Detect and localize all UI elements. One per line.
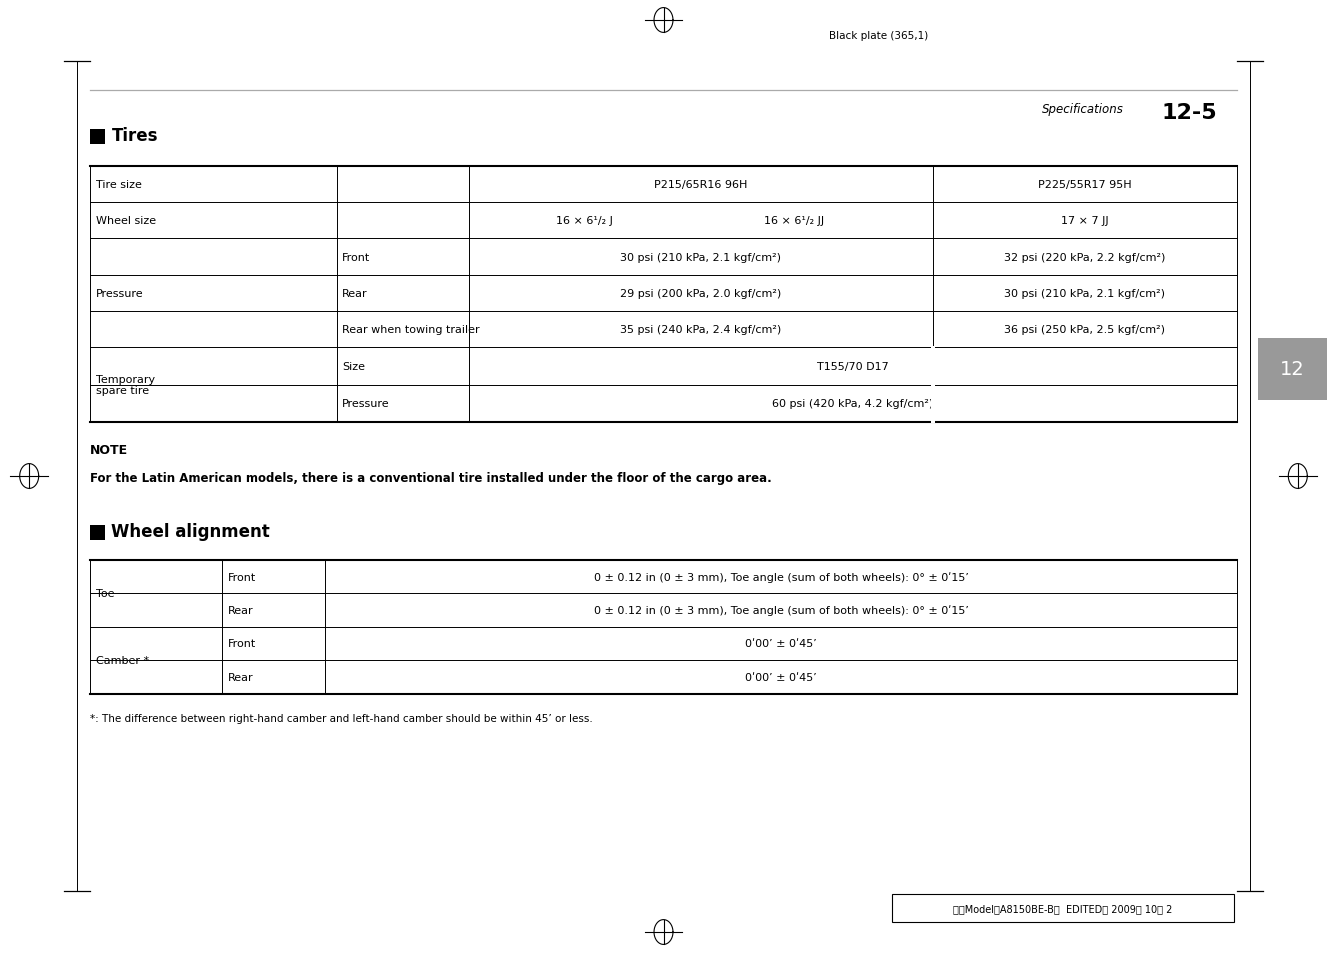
Text: Wheel alignment: Wheel alignment	[111, 523, 271, 540]
Text: 12: 12	[1281, 360, 1304, 378]
Text: 17 × 7 JJ: 17 × 7 JJ	[1062, 216, 1108, 226]
Text: T155/70 D17: T155/70 D17	[817, 362, 889, 372]
Text: P215/65R16 96H: P215/65R16 96H	[654, 180, 747, 190]
Text: 30 psi (210 kPa, 2.1 kgf/cm²): 30 psi (210 kPa, 2.1 kgf/cm²)	[1005, 289, 1165, 298]
Text: 16 × 6¹/₂ J: 16 × 6¹/₂ J	[556, 216, 613, 226]
Text: Specifications: Specifications	[1042, 103, 1124, 116]
Text: 北米Model「A8150BE-B」  EDITED： 2009／ 10／ 2: 北米Model「A8150BE-B」 EDITED： 2009／ 10／ 2	[953, 903, 1173, 913]
Text: Front: Front	[342, 253, 370, 262]
Text: P225/55R17 95H: P225/55R17 95H	[1038, 180, 1132, 190]
Text: Wheel size: Wheel size	[96, 216, 155, 226]
Text: 12-5: 12-5	[1161, 103, 1217, 122]
Text: Rear: Rear	[227, 672, 253, 682]
Text: 36 psi (250 kPa, 2.5 kgf/cm²): 36 psi (250 kPa, 2.5 kgf/cm²)	[1005, 325, 1165, 335]
Text: 16 × 6¹/₂ JJ: 16 × 6¹/₂ JJ	[763, 216, 824, 226]
Text: Pressure: Pressure	[96, 289, 143, 298]
Text: Temporary
spare tire: Temporary spare tire	[96, 375, 155, 395]
Text: Size: Size	[342, 362, 365, 372]
Text: For the Latin American models, there is a conventional tire installed under the : For the Latin American models, there is …	[90, 472, 772, 485]
Text: Black plate (365,1): Black plate (365,1)	[829, 31, 929, 41]
Text: 32 psi (220 kPa, 2.2 kgf/cm²): 32 psi (220 kPa, 2.2 kgf/cm²)	[1005, 253, 1165, 262]
Text: Front: Front	[227, 572, 256, 582]
Bar	[1258, 338, 1327, 400]
Text: Pressure: Pressure	[342, 399, 390, 409]
Text: Toe: Toe	[96, 589, 114, 598]
Text: Rear: Rear	[342, 289, 368, 298]
Bar	[90, 525, 105, 540]
Text: 0 ± 0.12 in (0 ± 3 mm), Toe angle (sum of both wheels): 0° ± 0ʹ15’: 0 ± 0.12 in (0 ± 3 mm), Toe angle (sum o…	[593, 572, 969, 582]
Bar	[892, 894, 1234, 923]
Text: Rear: Rear	[227, 605, 253, 616]
Text: 29 psi (200 kPa, 2.0 kgf/cm²): 29 psi (200 kPa, 2.0 kgf/cm²)	[620, 289, 782, 298]
Text: 35 psi (240 kPa, 2.4 kgf/cm²): 35 psi (240 kPa, 2.4 kgf/cm²)	[620, 325, 782, 335]
Text: Tires: Tires	[111, 128, 158, 145]
Text: *: The difference between right-hand camber and left-hand camber should be withi: *: The difference between right-hand cam…	[90, 713, 593, 722]
Text: Front: Front	[227, 639, 256, 649]
Text: Rear when towing trailer: Rear when towing trailer	[342, 325, 479, 335]
Text: 0ʹ00’ ± 0ʹ45’: 0ʹ00’ ± 0ʹ45’	[746, 639, 817, 649]
Text: 60 psi (420 kPa, 4.2 kgf/cm²): 60 psi (420 kPa, 4.2 kgf/cm²)	[772, 399, 933, 409]
Bar	[932, 347, 936, 423]
Text: 0 ± 0.12 in (0 ± 3 mm), Toe angle (sum of both wheels): 0° ± 0ʹ15’: 0 ± 0.12 in (0 ± 3 mm), Toe angle (sum o…	[593, 605, 969, 616]
Bar	[90, 130, 105, 145]
Text: 0ʹ00’ ± 0ʹ45’: 0ʹ00’ ± 0ʹ45’	[746, 672, 817, 682]
Text: NOTE: NOTE	[90, 443, 129, 456]
Text: Camber *: Camber *	[96, 656, 149, 665]
Text: Tire size: Tire size	[96, 180, 142, 190]
Text: 30 psi (210 kPa, 2.1 kgf/cm²): 30 psi (210 kPa, 2.1 kgf/cm²)	[620, 253, 782, 262]
